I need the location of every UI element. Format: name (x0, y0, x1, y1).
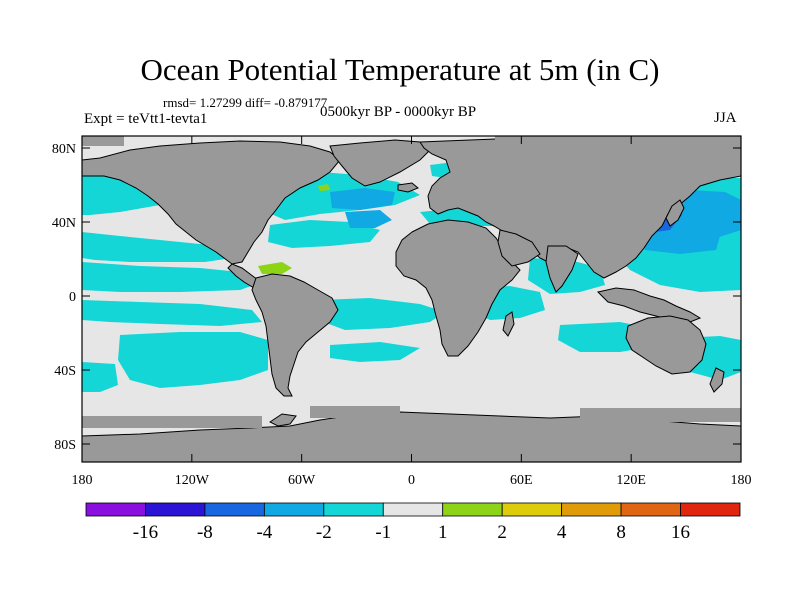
colorbar-box (323, 502, 384, 517)
anomaly-lightblue-regions (330, 188, 741, 254)
lightblue-north-atlantic-south (345, 210, 392, 228)
lightblue-pacific-patch (640, 232, 720, 254)
axis-ticks (81, 136, 742, 462)
lat-tick-labels: 80N 40N 0 40S 80S (52, 142, 76, 453)
colorbar-boxes (85, 502, 741, 517)
lon-tick-label: 180 (731, 473, 752, 488)
land-europe-asia (419, 136, 741, 279)
land-greenland (329, 139, 431, 187)
lat-tick-label: 40S (54, 364, 76, 379)
experiment-label: Expt = teVtt1-tevta1 (84, 111, 208, 127)
colorbar-label: 8 (616, 522, 626, 543)
lon-tick-label: 180 (72, 473, 93, 488)
ice-antarctic-block-1 (82, 416, 262, 428)
colorbar-box (85, 502, 146, 517)
colorbar-label: -2 (316, 522, 332, 543)
cyan-pacific-west-band (82, 232, 232, 262)
cyan-south-pacific-band (82, 300, 262, 326)
cyan-far-south-pacific (82, 362, 118, 392)
colorbar-box (680, 502, 741, 517)
land-maritime-se-asia (597, 287, 702, 323)
lon-tick-label: 60W (288, 473, 316, 488)
colorbar-box (561, 502, 622, 517)
land-iceland (397, 182, 419, 193)
ice-antarctic-block-2 (310, 406, 400, 418)
lightblue-north-atlantic-center (330, 188, 395, 210)
stats-text: rmsd= 1.27299 diff= -0.879177 (163, 95, 328, 110)
colorbar-label: -16 (133, 522, 158, 543)
sea-ice-mask (82, 136, 741, 428)
cyan-south-atlantic (318, 298, 445, 330)
colorbar-box (501, 502, 563, 517)
land-masses (82, 136, 741, 462)
ice-arctic-block-2 (495, 136, 579, 146)
ice-arctic-block-3 (640, 136, 741, 158)
lon-tick-labels: 180 120W 60W 0 60E 120E 180 (72, 473, 752, 488)
chart-title: Ocean Potential Temperature at 5m (in C) (140, 52, 660, 87)
land-japan (665, 199, 685, 227)
land-south-america (251, 273, 339, 397)
lat-tick-label: 0 (69, 290, 76, 305)
lon-tick-label: 120W (175, 473, 210, 488)
land-new-zealand (709, 367, 725, 393)
colorbar-box (382, 502, 444, 517)
colorbar-box (263, 502, 325, 517)
colorbar-label: -8 (197, 522, 213, 543)
colorbar-box (145, 502, 206, 517)
land-africa (395, 219, 521, 357)
colorbar-label: -1 (375, 522, 391, 543)
map-field (82, 136, 741, 462)
colorbar-label: 16 (671, 522, 690, 543)
cyan-southeast-pacific (118, 332, 268, 388)
lon-tick-label: 0 (408, 473, 415, 488)
land-australia (625, 315, 707, 375)
colorbar-label: -4 (256, 522, 272, 543)
colorbar-box (204, 502, 265, 517)
lon-tick-label: 120E (616, 473, 646, 488)
lat-tick-label: 40N (52, 216, 76, 231)
land-antarctica (82, 411, 741, 462)
green-baffin (318, 184, 330, 191)
colorbar-box (442, 502, 503, 517)
ice-antarctic-block-3 (580, 408, 741, 422)
land-arabia (497, 229, 541, 267)
land-antarctic-shelf-west (269, 413, 297, 427)
colorbar-labels: -16 -8 -4 -2 -1 1 2 4 8 16 (133, 522, 690, 543)
lon-tick-label: 60E (510, 473, 533, 488)
colorbar-label: 2 (497, 522, 507, 543)
period-label: 0500kyr BP - 0000kyr BP (320, 104, 477, 120)
season-label: JJA (714, 110, 737, 126)
ice-arctic-block-1 (82, 136, 124, 146)
green-caribbean (258, 262, 292, 274)
cyan-south-atlantic-strip (330, 342, 420, 362)
land-india (545, 245, 579, 293)
lat-tick-label: 80N (52, 142, 76, 157)
land-north-america (82, 140, 341, 265)
colorbar-box (620, 502, 681, 517)
colorbar-label: 4 (557, 522, 567, 543)
cyan-tropical-pacific (82, 262, 262, 292)
lat-tick-label: 80S (54, 438, 76, 453)
land-madagascar (502, 311, 515, 337)
colorbar-label: 1 (438, 522, 448, 543)
